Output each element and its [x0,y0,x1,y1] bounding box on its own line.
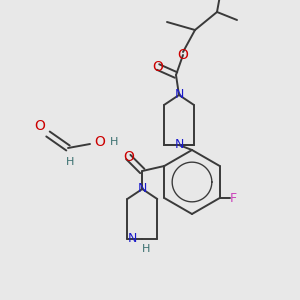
Text: O: O [123,150,134,164]
Text: O: O [94,135,105,149]
Text: H: H [110,137,118,147]
Text: O: O [153,60,164,74]
Text: N: N [174,139,184,152]
Text: O: O [178,48,188,62]
Text: H: H [66,157,74,167]
Text: N: N [138,182,147,196]
Text: H: H [142,244,151,254]
Text: N: N [174,88,184,101]
Text: F: F [230,191,237,205]
Text: N: N [128,232,137,245]
Text: O: O [34,119,45,133]
